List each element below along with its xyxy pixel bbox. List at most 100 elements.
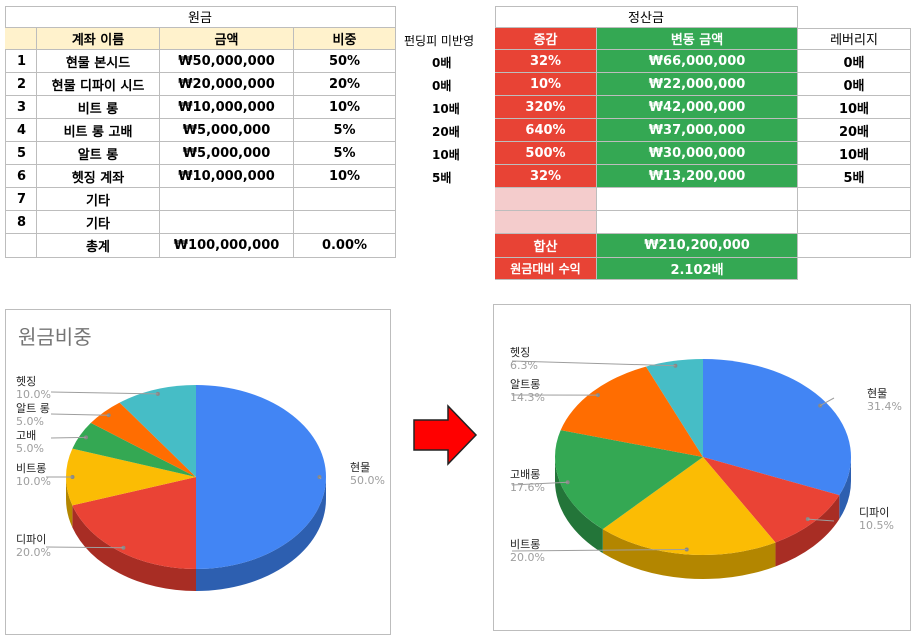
delta-amount-value[interactable]: ₩37,000,000 (597, 119, 798, 142)
empty-amount-cell[interactable] (597, 211, 798, 234)
account-weight[interactable]: 10% (294, 165, 396, 188)
account-name[interactable]: 비트 롱 고배 (37, 119, 160, 142)
empty-leverage-cell[interactable] (798, 211, 911, 234)
slice-label: 디파이 (859, 506, 889, 519)
funding-value: 10배 (432, 100, 460, 117)
slice-percent: 10.0% (16, 475, 51, 488)
delta-amount-header: 변동 금액 (597, 28, 798, 50)
leverage-value[interactable]: 5배 (798, 165, 911, 188)
amount-header: 금액 (160, 28, 294, 50)
leverage-value[interactable]: 10배 (798, 96, 911, 119)
account-weight[interactable] (294, 211, 396, 234)
slice-percent: 5.0% (16, 415, 44, 428)
funding-header: 펀딩피 미반영 (404, 32, 474, 49)
slice-percent: 17.6% (510, 481, 545, 494)
account-amount[interactable]: ₩5,000,000 (160, 142, 294, 165)
change-value[interactable]: 32% (495, 50, 597, 73)
total-amount[interactable]: ₩100,000,000 (160, 234, 294, 258)
account-name[interactable]: 헷징 계좌 (37, 165, 160, 188)
slice-percent: 14.3% (510, 391, 545, 404)
account-name[interactable]: 비트 롱 (37, 96, 160, 119)
slice-percent: 50.0% (350, 474, 385, 487)
sum-label: 합산 (495, 234, 597, 258)
slice-label: 헷징 (16, 375, 36, 388)
change-value[interactable]: 320% (495, 96, 597, 119)
leader-dot (818, 404, 822, 408)
account-name[interactable]: 기타 (37, 211, 160, 234)
account-amount[interactable]: ₩5,000,000 (160, 119, 294, 142)
slice-percent: 20.0% (16, 546, 51, 559)
change-header: 증감 (495, 28, 597, 50)
delta-amount-value[interactable]: ₩30,000,000 (597, 142, 798, 165)
account-weight[interactable]: 50% (294, 50, 396, 73)
delta-amount-value[interactable]: ₩22,000,000 (597, 73, 798, 96)
funding-value: 0배 (432, 54, 451, 71)
empty-amount-cell[interactable] (597, 188, 798, 211)
row-number: 7 (5, 188, 37, 211)
leverage-value[interactable]: 10배 (798, 142, 911, 165)
slice-label: 비트롱 (510, 538, 540, 551)
sum-amount[interactable]: ₩210,200,000 (597, 234, 798, 258)
slice-percent: 6.3% (510, 359, 538, 372)
empty-change-cell[interactable] (495, 188, 597, 211)
slice-percent: 5.0% (16, 442, 44, 455)
leader-line (51, 414, 109, 415)
delta-amount-value[interactable]: ₩66,000,000 (597, 50, 798, 73)
account-weight[interactable]: 20% (294, 73, 396, 96)
account-name[interactable]: 기타 (37, 188, 160, 211)
leader-line (46, 547, 123, 548)
change-value[interactable]: 640% (495, 119, 597, 142)
funding-value: 20배 (432, 123, 460, 140)
arrow-right-icon (412, 404, 478, 466)
account-amount[interactable]: ₩10,000,000 (160, 96, 294, 119)
chart-title: 원금비중 (18, 325, 92, 349)
leverage-header: 레버리지 (798, 28, 911, 50)
slice-percent: 20.0% (510, 551, 545, 564)
row-number: 4 (5, 119, 37, 142)
slice-label: 헷징 (510, 346, 530, 359)
empty-leverage-cell[interactable] (798, 188, 911, 211)
account-weight[interactable] (294, 188, 396, 211)
account-name[interactable]: 알트 롱 (37, 142, 160, 165)
account-amount[interactable]: ₩20,000,000 (160, 73, 294, 96)
slice-label: 고배 (16, 429, 36, 442)
total-number-cell (5, 234, 37, 258)
slice-label: 알트 롱 (16, 401, 50, 415)
account-weight[interactable]: 5% (294, 119, 396, 142)
funding-value: 0배 (432, 77, 451, 94)
account-amount[interactable]: ₩50,000,000 (160, 50, 294, 73)
row-number: 2 (5, 73, 37, 96)
sum-leverage-cell (798, 234, 911, 258)
empty-change-cell[interactable] (495, 211, 597, 234)
funding-value: 10배 (432, 146, 460, 163)
account-weight[interactable]: 10% (294, 96, 396, 119)
account-name[interactable]: 현물 디파이 시드 (37, 73, 160, 96)
leverage-value[interactable]: 20배 (798, 119, 911, 142)
row-number: 5 (5, 142, 37, 165)
slice-percent: 10.0% (16, 388, 51, 401)
change-value[interactable]: 500% (495, 142, 597, 165)
leverage-value[interactable]: 0배 (798, 73, 911, 96)
row-number: 1 (5, 50, 37, 73)
return-value[interactable]: 2.102배 (597, 258, 798, 280)
row-number: 3 (5, 96, 37, 119)
leader-line (51, 437, 86, 438)
account-amount[interactable] (160, 188, 294, 211)
account-amount[interactable]: ₩10,000,000 (160, 165, 294, 188)
row-number-header (5, 28, 37, 50)
change-value[interactable]: 10% (495, 73, 597, 96)
total-weight[interactable]: 0.00% (294, 234, 396, 258)
change-value[interactable]: 32% (495, 165, 597, 188)
slice-label: 현물 (867, 387, 887, 400)
account-name[interactable]: 현물 본시드 (37, 50, 160, 73)
account-weight[interactable]: 5% (294, 142, 396, 165)
leverage-value[interactable]: 0배 (798, 50, 911, 73)
account-amount[interactable] (160, 211, 294, 234)
delta-amount-value[interactable]: ₩13,200,000 (597, 165, 798, 188)
delta-amount-value[interactable]: ₩42,000,000 (597, 96, 798, 119)
total-label: 총계 (37, 234, 160, 258)
leader-line (51, 392, 158, 394)
